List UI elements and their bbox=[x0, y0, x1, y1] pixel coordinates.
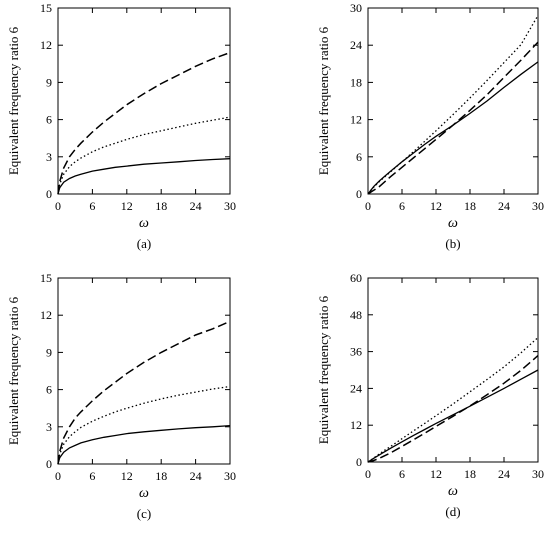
series-line-dashed bbox=[57, 51, 231, 195]
x-tick-label: 30 bbox=[224, 199, 236, 213]
series-line-solid bbox=[57, 424, 231, 465]
y-tick-label: 12 bbox=[350, 113, 362, 127]
series-line-solid bbox=[367, 369, 539, 463]
y-axis-label: Equivalent frequency ratio 6 bbox=[316, 295, 331, 444]
y-tick-label: 12 bbox=[40, 308, 52, 322]
plot-frame bbox=[57, 277, 231, 465]
x-tick-label: 0 bbox=[365, 199, 371, 213]
x-tick-label: 0 bbox=[55, 469, 61, 483]
x-tick-label: 12 bbox=[430, 199, 442, 213]
y-tick-label: 0 bbox=[356, 455, 362, 469]
y-tick-label: 6 bbox=[356, 150, 362, 164]
series-line-dotted bbox=[367, 337, 539, 463]
x-tick-label: 18 bbox=[464, 199, 476, 213]
chart-panel-3: 0 6 12 18 24 30 0 3 6 9 12 15 Equivalent frequency r… bbox=[6, 271, 236, 521]
y-tick-label: 12 bbox=[350, 418, 362, 432]
chart-panel-4: 0 6 12 18 24 30 0 12 24 36 48 60 Equivalent frequenc… bbox=[316, 271, 544, 519]
y-tick-label: 15 bbox=[40, 271, 52, 285]
panel-label: (a) bbox=[137, 236, 151, 251]
y-tick-label: 18 bbox=[350, 75, 362, 89]
y-axis-label: Equivalent frequency ratio 6 bbox=[316, 26, 331, 175]
x-tick-label: 6 bbox=[399, 199, 405, 213]
series-line-solid bbox=[57, 158, 231, 195]
x-tick-label: 6 bbox=[89, 199, 95, 213]
y-tick-label: 12 bbox=[40, 38, 52, 52]
x-tick-label: 6 bbox=[399, 467, 405, 481]
x-tick-label: 12 bbox=[121, 199, 133, 213]
y-tick-label: 9 bbox=[46, 345, 52, 359]
y-tick-label: 60 bbox=[350, 271, 362, 285]
chart-panel-1: 0 6 12 18 24 30 0 3 6 9 12 15 Equivalent frequency r… bbox=[6, 1, 236, 251]
x-tick-label: 12 bbox=[121, 469, 133, 483]
x-tick-label: 18 bbox=[155, 199, 167, 213]
y-axis-label: Equivalent frequency ratio 6 bbox=[6, 296, 21, 445]
series-line-dotted bbox=[57, 116, 231, 195]
y-tick-label: 6 bbox=[46, 113, 52, 127]
y-tick-label: 3 bbox=[46, 150, 52, 164]
y-tick-label: 9 bbox=[46, 75, 52, 89]
y-tick-label: 24 bbox=[350, 381, 362, 395]
x-tick-label: 30 bbox=[224, 469, 236, 483]
x-tick-label: 30 bbox=[532, 467, 544, 481]
x-tick-label: 24 bbox=[190, 469, 202, 483]
y-tick-label: 0 bbox=[46, 457, 52, 471]
x-tick-label: 30 bbox=[532, 199, 544, 213]
y-tick-label: 0 bbox=[356, 187, 362, 201]
series-line-dotted bbox=[367, 15, 539, 195]
x-tick-label: 24 bbox=[498, 467, 510, 481]
x-tick-label: 12 bbox=[430, 467, 442, 481]
panel-label: (c) bbox=[137, 506, 151, 521]
y-tick-label: 24 bbox=[350, 38, 362, 52]
y-tick-label: 3 bbox=[46, 420, 52, 434]
x-tick-label: 6 bbox=[89, 469, 95, 483]
x-tick-label: 24 bbox=[190, 199, 202, 213]
y-tick-label: 30 bbox=[350, 1, 362, 15]
x-axis-label: ω bbox=[139, 216, 149, 231]
x-axis-label: ω bbox=[139, 486, 149, 501]
panel-label: (b) bbox=[445, 236, 460, 251]
x-tick-label: 24 bbox=[498, 199, 510, 213]
x-tick-label: 0 bbox=[365, 467, 371, 481]
y-tick-label: 0 bbox=[46, 187, 52, 201]
series-line-dashed bbox=[367, 355, 539, 463]
x-tick-label: 18 bbox=[464, 467, 476, 481]
chart-panel-2: 0 6 12 18 24 30 0 6 12 18 24 30 Equivalent frequency… bbox=[316, 1, 544, 251]
plot-frame bbox=[57, 7, 231, 195]
x-tick-label: 18 bbox=[155, 469, 167, 483]
y-tick-label: 6 bbox=[46, 383, 52, 397]
x-axis-label: ω bbox=[448, 484, 458, 499]
series-line-dotted bbox=[57, 385, 231, 465]
series-line-dashed bbox=[367, 41, 539, 195]
y-tick-label: 36 bbox=[350, 345, 362, 359]
x-tick-label: 0 bbox=[55, 199, 61, 213]
plot-frame bbox=[367, 7, 539, 195]
panel-label: (d) bbox=[445, 504, 460, 519]
plot-frame bbox=[367, 277, 539, 463]
y-tick-label: 15 bbox=[40, 1, 52, 15]
x-axis-label: ω bbox=[448, 216, 458, 231]
y-axis-label: Equivalent frequency ratio 6 bbox=[6, 26, 21, 175]
series-line-dashed bbox=[57, 320, 231, 465]
y-tick-label: 48 bbox=[350, 308, 362, 322]
